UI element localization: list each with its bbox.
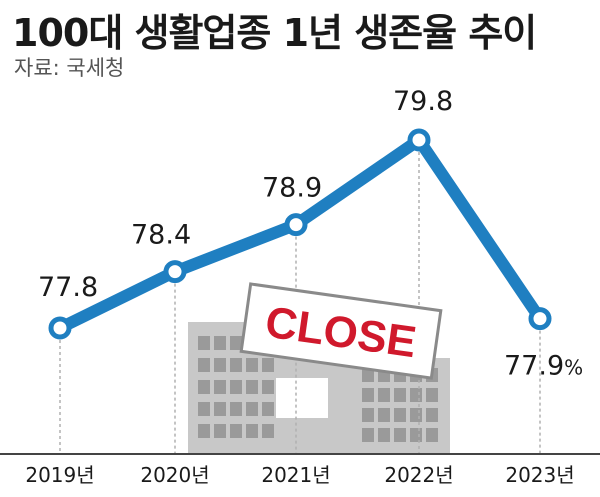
building-window [262, 424, 274, 438]
building-window [394, 388, 406, 402]
data-label: 78.9 [262, 173, 322, 204]
data-label: 77.9% [504, 351, 583, 382]
building-window [262, 402, 274, 416]
building-window [394, 408, 406, 422]
guide-lines [59, 140, 541, 454]
building-window [198, 380, 210, 394]
data-markers [48, 128, 552, 340]
building-window [378, 388, 390, 402]
value-labels: 77.8 78.4 78.9 79.8 77.9% [38, 86, 583, 382]
building-window [394, 428, 406, 442]
building-window [230, 424, 242, 438]
x-tick-label: 2021년 [261, 463, 330, 487]
data-label: 79.8 [393, 86, 453, 117]
building-window [426, 388, 438, 402]
data-label: 77.8 [38, 272, 98, 303]
building-window [198, 336, 210, 350]
building-window [362, 388, 374, 402]
building-window [246, 380, 258, 394]
x-tick-label: 2020년 [140, 463, 209, 487]
x-axis-tick-labels: 2019년 2020년 2021년 2022년 2023년 [25, 463, 574, 487]
x-tick-label: 2022년 [384, 463, 453, 487]
building-window [198, 358, 210, 372]
building-window [214, 424, 226, 438]
data-label: 78.4 [131, 220, 191, 251]
data-point [528, 307, 552, 331]
building-window [410, 428, 422, 442]
building-window [410, 408, 422, 422]
building-window [378, 408, 390, 422]
building-window [426, 408, 438, 422]
building-window [246, 358, 258, 372]
x-tick-label: 2019년 [25, 463, 94, 487]
building-window [246, 402, 258, 416]
x-tick-label: 2023년 [505, 463, 574, 487]
building-window [214, 358, 226, 372]
building-window [230, 402, 242, 416]
data-point [163, 260, 187, 284]
building-window [362, 368, 374, 382]
building-door [276, 378, 328, 418]
building-window [410, 388, 422, 402]
close-sign-board [239, 282, 443, 380]
building-window [246, 424, 258, 438]
building-window [426, 428, 438, 442]
building-window [362, 408, 374, 422]
building-window [198, 424, 210, 438]
building-window [362, 428, 374, 442]
unit-label: % [564, 356, 583, 380]
building-window [214, 402, 226, 416]
close-sign: CLOSE [239, 282, 443, 380]
chart-title: 100대 생활업종 1년 생존율 추이 [12, 11, 537, 55]
data-point [48, 316, 72, 340]
building-window [214, 336, 226, 350]
building-window [214, 380, 226, 394]
source-note: 자료: 국세청 [14, 56, 125, 80]
building-window [230, 380, 242, 394]
data-point [407, 128, 431, 152]
building-window [262, 380, 274, 394]
building-window [378, 428, 390, 442]
building-window [198, 402, 210, 416]
building-window [230, 358, 242, 372]
building-window [230, 336, 242, 350]
building-window [262, 358, 274, 372]
data-point [284, 213, 308, 237]
